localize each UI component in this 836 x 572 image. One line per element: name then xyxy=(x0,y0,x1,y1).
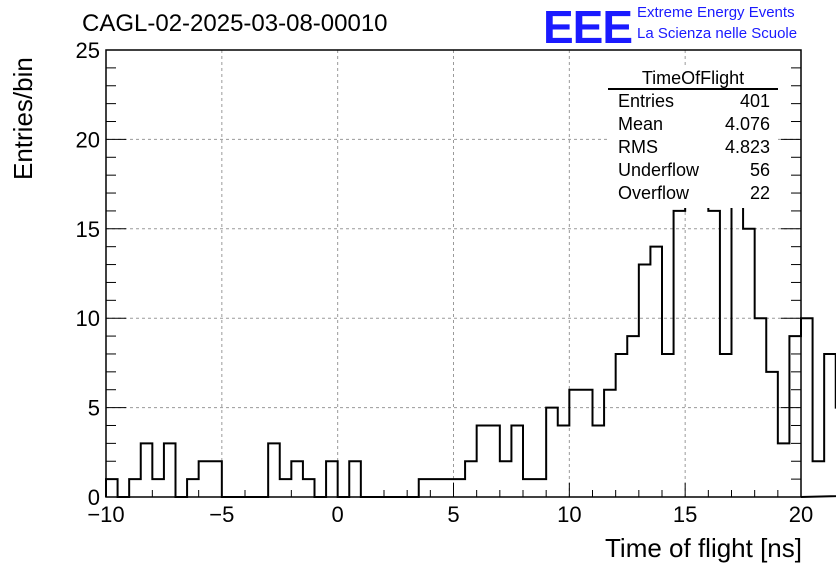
eee-logo: EEE xyxy=(543,1,633,53)
x-tick-label: 0 xyxy=(332,502,344,527)
stats-key: Overflow xyxy=(618,183,690,203)
x-tick-label: −5 xyxy=(209,502,234,527)
x-tick-label: 15 xyxy=(673,502,697,527)
stats-value: 56 xyxy=(749,160,770,180)
stats-key: RMS xyxy=(618,137,658,157)
stats-box: TimeOfFlight Entries 401 Mean 4.076 RMS … xyxy=(608,66,778,208)
stats-value: 4.076 xyxy=(724,114,770,134)
x-tick-label: 5 xyxy=(447,502,459,527)
y-tick-label: 20 xyxy=(76,127,100,152)
stats-key: Underflow xyxy=(618,160,700,180)
x-tick-labels: −10 −5 0 5 10 15 20 xyxy=(87,502,813,527)
logo-line-1: Extreme Energy Events xyxy=(637,4,795,21)
y-tick-label: 5 xyxy=(88,396,100,421)
stats-title: TimeOfFlight xyxy=(608,66,778,90)
logo-line-2: La Scienza nelle Scuole xyxy=(637,25,798,42)
stats-row: Overflow 22 xyxy=(608,182,778,205)
stats-value: 4.823 xyxy=(724,137,770,157)
axis-ticks xyxy=(105,49,802,498)
stats-key: Mean xyxy=(618,114,664,134)
y-tick-label: 10 xyxy=(76,306,100,331)
stats-key: Entries xyxy=(618,91,675,111)
stats-value: 22 xyxy=(749,183,770,203)
y-tick-labels: 0 5 10 15 20 25 xyxy=(76,38,100,510)
plot-title: CAGL-02-2025-03-08-00010 xyxy=(82,10,388,37)
x-axis-label: Time of flight [ns] xyxy=(605,533,802,563)
stats-row: Underflow 56 xyxy=(608,159,778,182)
stats-row: Mean 4.076 xyxy=(608,113,778,136)
stats-row: RMS 4.823 xyxy=(608,136,778,159)
x-tick-label: −10 xyxy=(87,502,124,527)
x-tick-label: 20 xyxy=(789,502,813,527)
y-tick-label: 25 xyxy=(76,38,100,63)
stats-row: Entries 401 xyxy=(608,90,778,113)
y-tick-label: 0 xyxy=(88,485,100,510)
y-axis-label: Entries/bin xyxy=(8,57,38,180)
stats-value: 401 xyxy=(739,91,770,111)
x-tick-label: 10 xyxy=(557,502,581,527)
y-tick-label: 15 xyxy=(76,217,100,242)
